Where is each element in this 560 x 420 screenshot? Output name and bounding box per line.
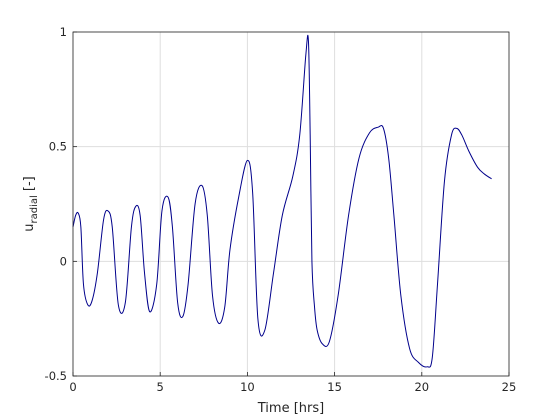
series-line [72,34,492,368]
axes-box [72,31,510,377]
grid [72,31,510,377]
x-tick-label: 15 [327,380,342,394]
y-tick-label: 0.5 [49,140,67,154]
x-tick-label: 20 [414,380,429,394]
x-tick-label: 5 [157,380,164,394]
y-tick-label: 0 [60,254,67,268]
ticks: 0 5 10 15 20 25-0.500.51 [45,25,517,394]
series-layer [72,34,492,368]
y-axis-label-main: u [22,224,37,232]
x-tick-label: 25 [502,380,517,394]
y-tick-label: 1 [60,25,67,39]
x-tick-label: 0 [69,380,76,394]
y-axis-label-subscript: radial [29,195,40,223]
y-axis-label: uradial [-] [22,176,40,232]
x-axis-label: Time [hrs] [257,401,324,416]
y-axis-label-unit: [-] [22,176,37,195]
y-tick-label: -0.5 [45,369,67,383]
x-tick-label: 10 [240,380,255,394]
